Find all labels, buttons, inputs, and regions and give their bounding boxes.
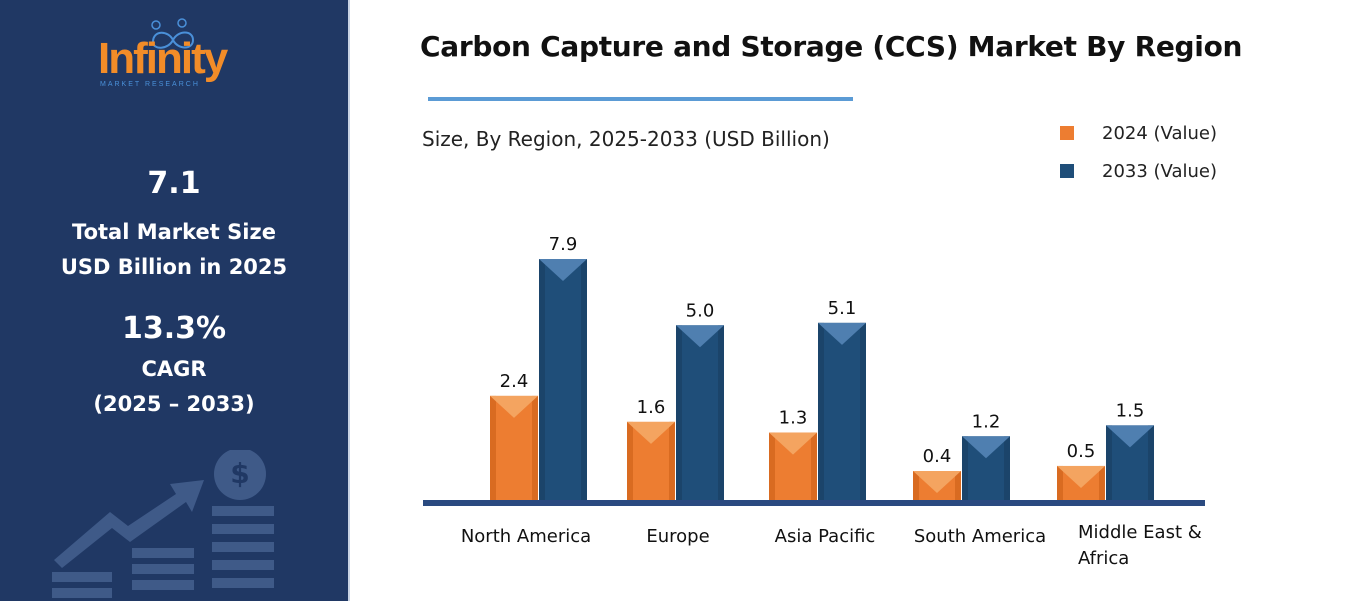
bar-2033 (539, 259, 587, 501)
bar-bevel (962, 436, 968, 501)
dollar-growth-icon: $ (52, 450, 274, 598)
category-label: North America (460, 526, 592, 547)
bar-bevel (627, 421, 633, 501)
data-label: 1.5 (1116, 400, 1145, 421)
cagr-period: (2025 – 2033) (93, 392, 255, 416)
bar-bevel (718, 325, 724, 501)
bar-bevel (1004, 436, 1010, 501)
chart-title: Carbon Capture and Storage (CCS) Market … (420, 30, 1243, 63)
data-label: 5.0 (686, 300, 715, 321)
chart-subtitle: Size, By Region, 2025-2033 (USD Billion) (422, 127, 830, 151)
bar-bevel (818, 322, 824, 501)
market-size-label: Total Market Size (72, 220, 276, 244)
bar-top-bevel (913, 471, 961, 494)
bar-top-bevel (1057, 465, 1105, 488)
legend-swatch-2024 (1060, 126, 1074, 140)
bar-top-bevel (627, 421, 675, 444)
bar-bevel (1057, 465, 1063, 501)
summary-panel: Infinity MARKET RESEARCH 7.1 Total Marke… (0, 0, 350, 601)
category-label: South America (913, 526, 1047, 547)
bar-bevel (1148, 425, 1154, 501)
bar-bevel (490, 395, 496, 501)
bar-bevel (955, 471, 961, 501)
category-label: Asia Pacific (774, 526, 876, 547)
market-size-value: 7.1 (147, 166, 201, 201)
bar-bevel (1106, 425, 1112, 501)
bar-top-bevel (539, 259, 587, 281)
data-label: 7.9 (549, 234, 578, 255)
legend-label-2033: 2033 (Value) (1102, 161, 1218, 182)
bar-bevel (860, 322, 866, 501)
logo-wordmark: Infinity (98, 34, 228, 83)
legend-label-2024: 2024 (Value) (1102, 123, 1218, 144)
bar-bevel (811, 432, 817, 501)
data-label: 0.5 (1067, 441, 1096, 462)
legend-item-2024: 2024 (Value) (1060, 123, 1217, 144)
data-label: 1.2 (972, 411, 1001, 432)
bar-bevel (1099, 465, 1105, 501)
bar-2033 (676, 325, 724, 501)
svg-text:$: $ (230, 457, 249, 490)
bar-bevel (532, 395, 538, 501)
bar-top-bevel (676, 325, 724, 348)
legend-swatch-2033 (1060, 164, 1074, 178)
bar-bevel (669, 421, 675, 501)
data-label: 5.1 (828, 298, 857, 319)
infinity-people-icon (151, 18, 195, 49)
bar-top-bevel (962, 436, 1010, 459)
data-label: 2.4 (500, 371, 529, 392)
category-label: Middle East & Africa (1078, 522, 1202, 569)
x-axis-line (423, 500, 1205, 506)
bar-bevel (913, 471, 919, 501)
bar-bevel (769, 432, 775, 501)
cagr-label: CAGR (141, 357, 207, 381)
bar-top-bevel (818, 322, 866, 345)
data-label: 0.4 (923, 446, 952, 467)
data-label: 1.6 (637, 397, 666, 418)
bar-bevel (581, 259, 587, 501)
bar-2033 (818, 322, 866, 501)
data-label: 1.3 (779, 408, 808, 429)
bar-bevel (676, 325, 682, 501)
market-size-unit: USD Billion in 2025 (60, 255, 288, 279)
bar-top-bevel (490, 395, 538, 418)
logo-tagline: MARKET RESEARCH (100, 81, 200, 88)
bar-top-bevel (769, 432, 817, 455)
bar-bevel (539, 259, 545, 501)
cagr-value: 13.3% (121, 311, 227, 346)
title-underline (428, 97, 853, 101)
category-label: Europe (646, 526, 710, 547)
legend-item-2033: 2033 (Value) (1060, 161, 1217, 182)
bar-top-bevel (1106, 425, 1154, 448)
